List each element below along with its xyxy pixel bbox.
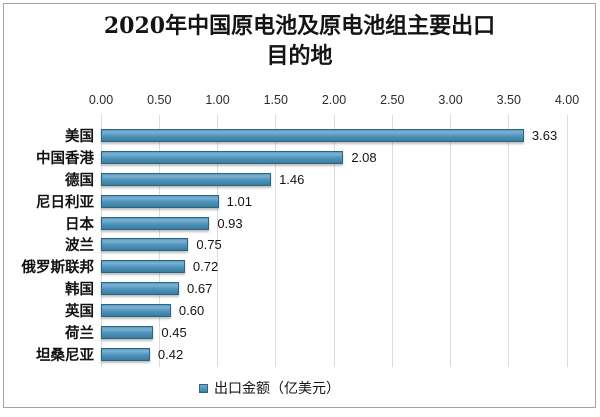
bar-rows: 美国 3.63 中国香港 2.08 德国 1.46 尼日利亚 1.01 日本 0.93 波兰 0.75… (22, 125, 567, 365)
bar (101, 260, 185, 274)
x-tick-label: 1.50 (263, 93, 288, 107)
x-tick-label: 2.00 (321, 93, 347, 107)
bar-row: 日本 0.93 (65, 212, 567, 234)
category-label: 尼日利亚 (36, 194, 94, 211)
value-label: 2.08 (351, 150, 377, 166)
x-tick-label: 3.50 (496, 93, 521, 107)
legend-label: 出口金额（亿美元） (214, 380, 340, 396)
bar (101, 238, 189, 252)
gridline (333, 115, 335, 367)
category-label: 日本 (65, 216, 94, 233)
value-label: 0.60 (178, 302, 205, 318)
category-label: 俄罗斯联邦 (21, 260, 95, 277)
gridline (217, 115, 218, 367)
plot-area: 美国 3.63 中国香港 2.08 德国 1.46 尼日利亚 1.01 日本 0.93 波兰 0.75… (22, 115, 568, 367)
bar (101, 173, 272, 187)
bar-row: 美国 3.63 (65, 125, 567, 147)
bar (101, 282, 180, 296)
bar (101, 194, 219, 208)
category-label: 英国 (65, 303, 94, 320)
bar-row: 中国香港 2.08 (36, 147, 567, 169)
gridline (566, 115, 568, 367)
legend-swatch-icon (199, 383, 208, 393)
x-tick-label: 4.00 (554, 93, 580, 107)
bar-row: 波兰 0.75 (65, 234, 567, 256)
value-label: 1.01 (226, 193, 252, 209)
chart-title-line2: 目的地 (266, 42, 333, 69)
value-label: 0.45 (161, 324, 187, 340)
gridline (508, 115, 510, 367)
bar-row: 坦桑尼亚 0.42 (36, 343, 567, 365)
value-label: 0.93 (217, 215, 243, 231)
category-label: 荷兰 (65, 325, 94, 342)
value-label: 0.75 (196, 237, 222, 253)
bar-row: 荷兰 0.45 (65, 321, 567, 343)
value-label: 0.72 (192, 259, 219, 275)
bar-row: 韩国 0.67 (65, 278, 567, 300)
bar-row: 俄罗斯联邦 0.72 (22, 256, 567, 278)
x-tick-label: 0.00 (88, 93, 114, 107)
x-tick-label: 1.00 (205, 93, 230, 107)
x-tick-label: 3.00 (438, 93, 463, 107)
bar (101, 216, 210, 230)
value-label: 0.42 (157, 346, 184, 362)
gridline (391, 115, 393, 367)
bar (101, 325, 154, 339)
category-label: 中国香港 (36, 151, 94, 168)
x-axis-ticks: 0.00 0.50 1.00 1.50 2.00 2.50 3.00 3.50 4.00 (89, 93, 579, 108)
bar-row: 德国 1.46 (65, 169, 567, 191)
bar-row: 英国 0.60 (65, 300, 567, 322)
bar (101, 151, 344, 165)
gridline (275, 115, 277, 367)
value-label: 3.63 (531, 128, 558, 144)
x-tick-label: 2.50 (380, 93, 405, 107)
category-label: 韩国 (65, 282, 94, 299)
x-tick-label: 0.50 (147, 93, 172, 107)
value-label: 0.67 (187, 281, 213, 297)
chart-frame: 2020年中国原电池及原电池组主要出口 目的地 0.00 0.50 1.00 1.50… (3, 3, 596, 408)
bar (101, 129, 524, 143)
category-label: 德国 (65, 173, 94, 190)
category-label: 坦桑尼亚 (36, 347, 94, 364)
bar (101, 303, 171, 317)
value-label: 1.46 (279, 172, 305, 188)
chart-title: 2020年中国原电池及原电池组主要出口 目的地 (24, 12, 575, 71)
gridline (450, 115, 451, 367)
category-label: 波兰 (65, 238, 94, 255)
bar (101, 347, 150, 361)
chart-title-line1: 2020年中国原电池及原电池组主要出口 (103, 13, 496, 39)
bar-row: 尼日利亚 1.01 (36, 190, 567, 212)
legend: 出口金额（亿美元） (4, 378, 535, 398)
category-label: 美国 (65, 129, 94, 146)
